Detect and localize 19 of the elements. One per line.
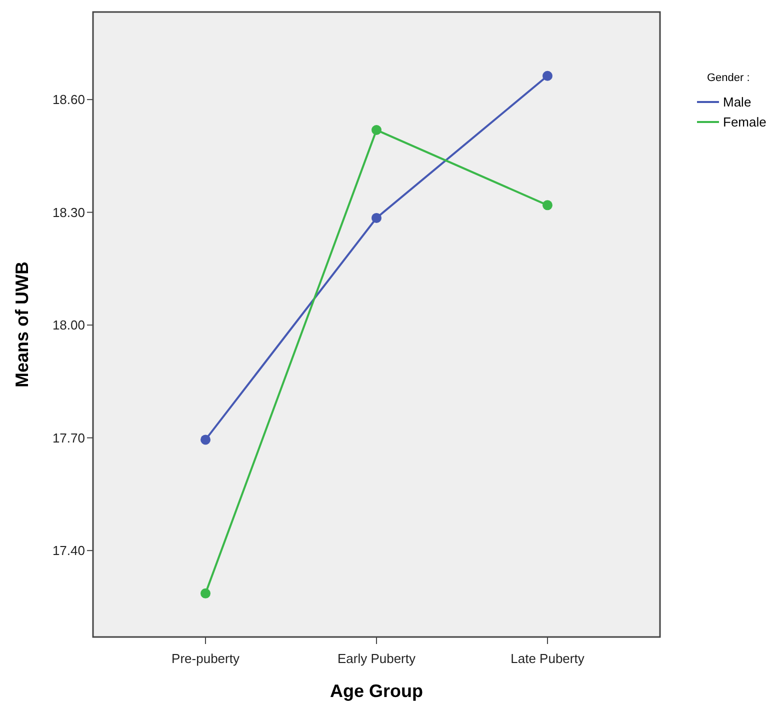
- y-tick-label: 17.40: [52, 543, 85, 558]
- y-tick-label: 18.00: [52, 318, 85, 333]
- x-tick-label: Pre-puberty: [172, 651, 240, 666]
- x-tick-label: Late Puberty: [510, 651, 585, 666]
- point: [372, 212, 382, 223]
- y-tick-label: 17.70: [52, 430, 85, 446]
- point: [542, 200, 552, 210]
- y-axis-title: Means of UWB: [12, 262, 32, 388]
- point: [200, 434, 211, 445]
- point: [372, 125, 382, 136]
- y-tick-label: 18.30: [52, 204, 85, 220]
- y-tick-label: 18.60: [52, 92, 85, 108]
- legend-title: Gender :: [707, 72, 750, 84]
- legend-label: Male: [723, 94, 752, 110]
- point: [200, 588, 211, 598]
- x-tick-label: Early Puberty: [337, 651, 416, 666]
- x-axis-title: Age Group: [330, 681, 423, 701]
- legend-label: Female: [723, 114, 766, 130]
- point: [542, 70, 552, 81]
